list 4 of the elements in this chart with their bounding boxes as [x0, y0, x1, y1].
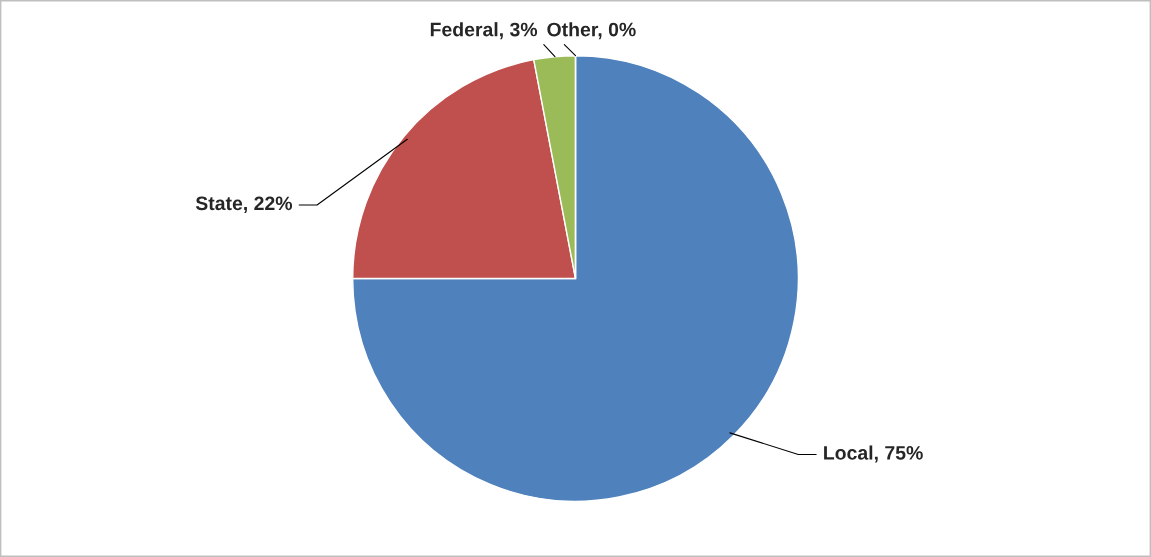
slice-label: Federal, 3% [430, 22, 538, 40]
slice-label: Local, 75% [824, 445, 923, 463]
slice-label: State, 22% [195, 196, 293, 214]
category-label: Other, 0% [547, 22, 636, 40]
